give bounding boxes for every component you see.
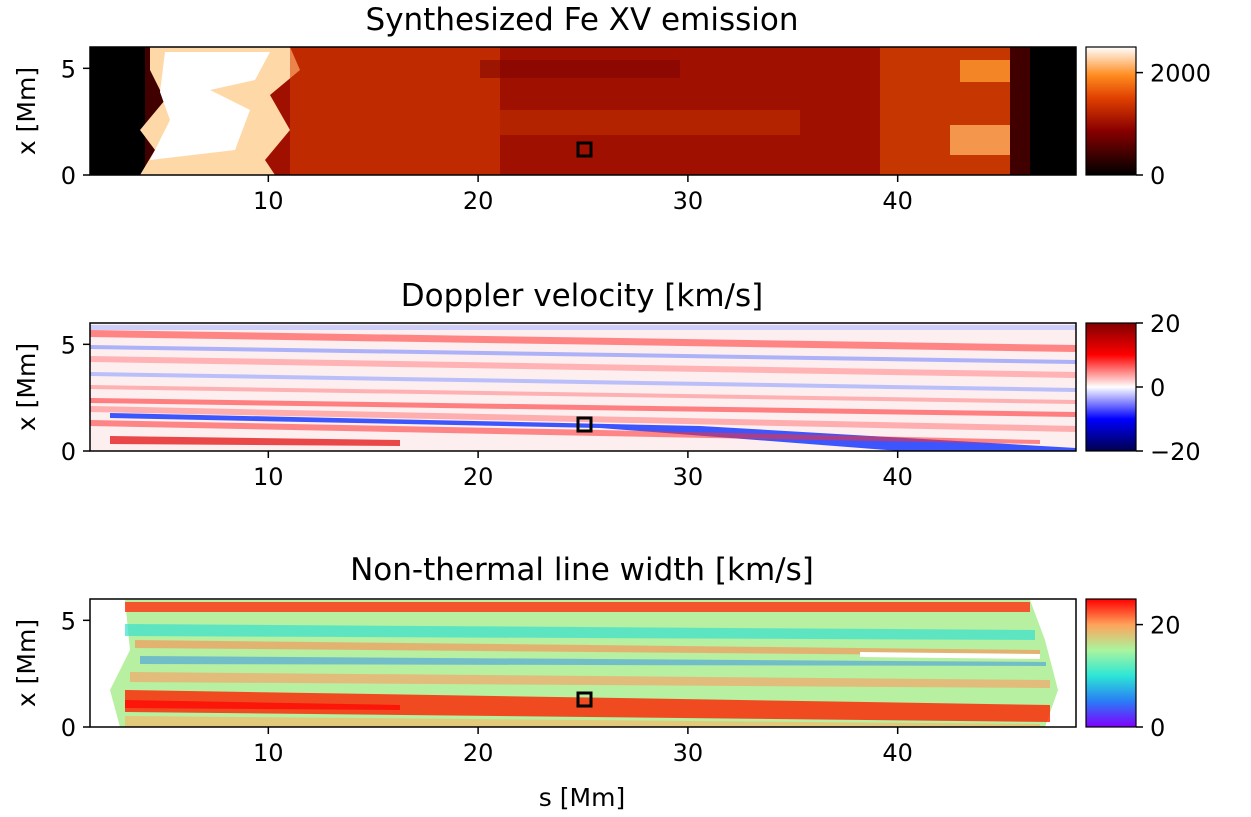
x-tick-label: 20	[463, 187, 494, 215]
heatmap-image	[90, 47, 1076, 175]
x-tick-label: 30	[673, 463, 704, 491]
y-tick-label: 0	[61, 438, 76, 466]
x-tick-label: 40	[882, 187, 913, 215]
y-axis-label: x [Mm]	[12, 619, 41, 707]
y-ticks: 05	[61, 55, 90, 190]
panel-title: Doppler velocity [km/s]	[401, 278, 763, 314]
colorbar-tick-label: 0	[1150, 162, 1165, 190]
y-tick-label: 0	[61, 162, 76, 190]
colorbar-tick-label: −20	[1150, 438, 1201, 466]
panel-doppler: Doppler velocity [km/s] 10 20 30 40 05 x [M…	[12, 278, 1201, 491]
panel-title: Non-thermal line width [km/s]	[350, 552, 814, 588]
x-ticks: 10 20 30 40	[253, 451, 913, 491]
x-tick-label: 30	[673, 187, 704, 215]
y-tick-label: 5	[61, 607, 76, 635]
x-tick-label: 40	[882, 463, 913, 491]
colorbar-ticks: 20 0	[1136, 612, 1181, 742]
colorbar	[1085, 598, 1137, 728]
colorbar-tick-label: 20	[1150, 612, 1181, 640]
plot-frame	[89, 598, 1077, 728]
colorbar-tick-label: 20	[1150, 310, 1181, 338]
plot-frame	[89, 322, 1077, 452]
y-tick-label: 5	[61, 331, 76, 359]
region-marker	[576, 691, 593, 708]
colorbar-tick-label: 0	[1150, 374, 1165, 402]
x-tick-label: 20	[463, 739, 494, 767]
colorbar-ticks: 0 2000	[1136, 60, 1211, 190]
panel-title: Synthesized Fe XV emission	[366, 2, 799, 38]
y-axis-label: x [Mm]	[12, 343, 41, 431]
x-tick-label: 40	[882, 739, 913, 767]
heatmap-image	[90, 323, 1076, 451]
colorbar-tick-label: 0	[1150, 714, 1165, 742]
x-ticks: 10 20 30 40	[253, 727, 913, 767]
x-tick-label: 20	[463, 463, 494, 491]
region-marker	[576, 416, 593, 433]
colorbar	[1085, 322, 1137, 452]
heatmap-image	[90, 599, 1076, 727]
x-ticks: 10 20 30 40	[253, 175, 913, 215]
colorbar-tick-label: 2000	[1150, 60, 1211, 88]
y-tick-label: 0	[61, 714, 76, 742]
x-tick-label: 10	[253, 187, 284, 215]
panel-emission: Synthesized Fe XV emission 10 20 30 40 05 x…	[12, 2, 1211, 215]
y-tick-label: 5	[61, 55, 76, 83]
colorbar	[1085, 46, 1137, 176]
y-ticks: 05	[61, 331, 90, 466]
panel-linewidth: Non-thermal line width [km/s] 10 20 30 40 0…	[12, 552, 1181, 812]
plot-frame	[89, 46, 1077, 176]
region-marker	[576, 141, 593, 158]
x-tick-label: 10	[253, 463, 284, 491]
colorbar-ticks: 20 0 −20	[1136, 310, 1201, 466]
x-tick-label: 30	[673, 739, 704, 767]
y-ticks: 05	[61, 607, 90, 742]
y-axis-label: x [Mm]	[12, 67, 41, 155]
x-axis-label: s [Mm]	[539, 783, 625, 812]
x-tick-label: 10	[253, 739, 284, 767]
